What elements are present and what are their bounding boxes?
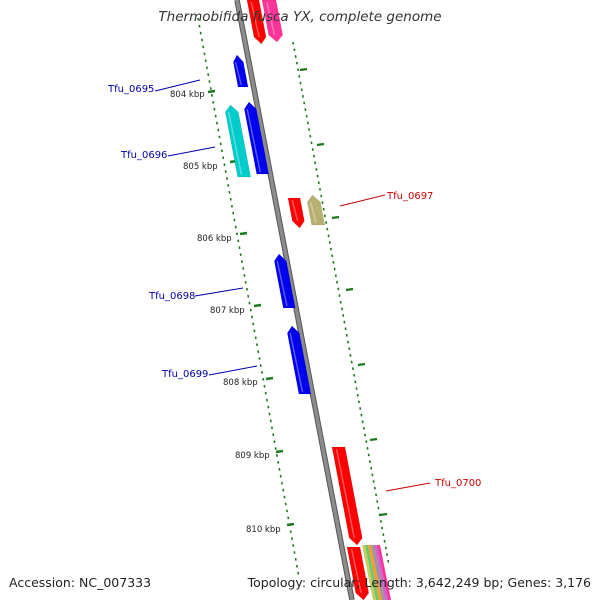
scale-tick (208, 91, 215, 92)
scale-tick (240, 233, 247, 234)
genome-summary-text: Topology: circular; Length: 3,642,249 bp… (248, 575, 591, 590)
gene-label-leader (168, 147, 215, 156)
outer-major-tick (346, 289, 353, 290)
map-title: Thermobifida fusca YX, complete genome (0, 9, 600, 25)
accession-text: Accession: NC_007333 (9, 575, 151, 590)
outer-major-tick (370, 439, 377, 440)
scale-label: 804 kbp (170, 90, 205, 100)
gene-label: Tfu_0696 (120, 150, 167, 161)
scale-label: 805 kbp (183, 162, 218, 172)
scale-tick (266, 378, 273, 379)
gene-label-leader (195, 288, 243, 296)
gene-label: Tfu_0700 (434, 478, 481, 489)
scale-label: 809 kbp (235, 451, 270, 461)
scale-label: 810 kbp (246, 525, 281, 535)
gene-label: Tfu_0698 (148, 291, 195, 302)
outer-major-tick (332, 217, 339, 218)
scale-label: 807 kbp (210, 306, 245, 316)
genome-backbone (237, 0, 352, 600)
gene-label-leader (340, 195, 385, 206)
outer-major-tick (300, 69, 307, 70)
gene-label: Tfu_0699 (161, 369, 208, 380)
outer-major-tick (317, 144, 324, 145)
scale-label: 806 kbp (197, 234, 232, 244)
gene-label: Tfu_0695 (107, 84, 154, 95)
outer-major-tick (358, 364, 365, 365)
outer-major-tick (380, 514, 387, 515)
scale-label: 808 kbp (223, 378, 258, 388)
scale-tick (287, 524, 294, 525)
gene-label-leader (209, 366, 257, 375)
scale-tick (276, 451, 283, 452)
scale-tick (254, 305, 261, 306)
gene-label: Tfu_0697 (386, 191, 433, 202)
gene-label-leader (386, 483, 430, 491)
